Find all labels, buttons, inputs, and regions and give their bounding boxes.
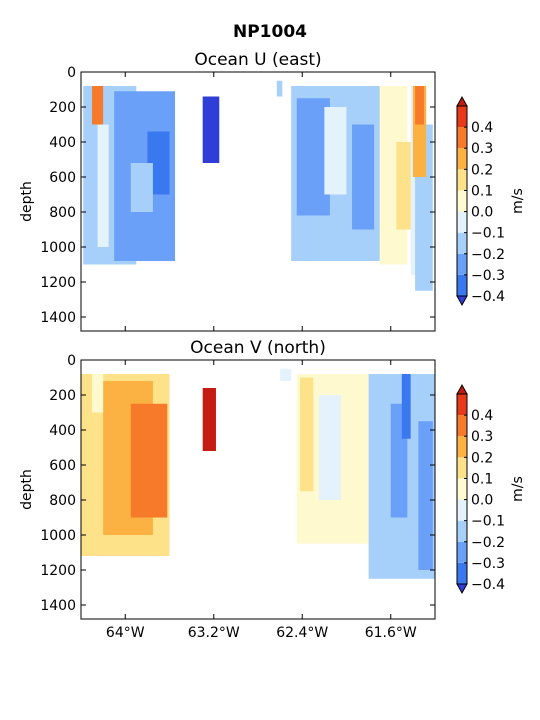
colorbar: −0.4 −0.3 −0.2 −0.1 0.0 0.1 0.2 0.3 0.4 m/s bbox=[456, 95, 526, 307]
colorbar-segment bbox=[457, 394, 467, 416]
colorbar-segment bbox=[457, 106, 467, 128]
colorbar-segment bbox=[457, 211, 467, 233]
data-region bbox=[318, 395, 341, 500]
colorbar-tick-label: −0.4 bbox=[471, 289, 505, 305]
colorbar-tick-label: 0.3 bbox=[471, 429, 493, 445]
colorbar-label: m/s bbox=[510, 188, 526, 214]
colorbar-extend-low bbox=[456, 583, 468, 595]
colorbar-tick-label: −0.2 bbox=[471, 247, 505, 263]
data-region bbox=[396, 142, 416, 230]
y-tick-label: 600 bbox=[49, 170, 76, 186]
figure-title: NP1004 bbox=[233, 22, 307, 42]
colorbar-tick-label: 0.1 bbox=[471, 183, 493, 199]
colorbar-segment bbox=[457, 541, 467, 563]
colorbar-segment bbox=[457, 253, 467, 275]
data-region bbox=[324, 107, 347, 195]
panel-title: Ocean V (north) bbox=[190, 338, 326, 358]
colorbar-segment bbox=[457, 415, 467, 437]
data-region bbox=[202, 388, 216, 451]
y-tick-label: 1400 bbox=[40, 310, 76, 326]
colorbar-tick-label: 0.0 bbox=[471, 205, 493, 221]
colorbar-tick-label: −0.1 bbox=[471, 514, 505, 530]
data-region bbox=[300, 377, 314, 492]
colorbar-segment bbox=[457, 520, 467, 542]
colorbar-segment bbox=[457, 436, 467, 458]
colorbar-segment bbox=[457, 190, 467, 212]
panel-ocean-u: Ocean U (east) 0 200 400 600 800 1000 1200 1400 d… bbox=[19, 50, 526, 332]
y-tick-label: 1400 bbox=[40, 598, 76, 614]
colorbar-tick-label: 0.2 bbox=[471, 162, 493, 178]
data-region bbox=[418, 421, 433, 570]
y-tick-label: 1200 bbox=[40, 275, 76, 291]
plot-frame bbox=[80, 71, 436, 332]
data-region bbox=[276, 80, 283, 97]
y-tick-label: 1000 bbox=[40, 528, 76, 544]
y-tick-label: 200 bbox=[49, 388, 76, 404]
colorbar-segment bbox=[457, 457, 467, 479]
colorbar-tick-label: 0.4 bbox=[471, 120, 493, 136]
colorbar-tick-label: 0.1 bbox=[471, 471, 493, 487]
colorbar-segment bbox=[457, 478, 467, 500]
data-region bbox=[92, 374, 104, 413]
data-region bbox=[130, 163, 153, 212]
y-axis-label: depth bbox=[19, 181, 35, 222]
colorbar: −0.4 −0.3 −0.2 −0.1 0.0 0.1 0.2 0.3 0.4 m/s bbox=[456, 383, 526, 595]
colorbar-tick-label: 0.4 bbox=[471, 408, 493, 424]
y-tick-label: 0 bbox=[67, 65, 76, 81]
colorbar-extend-low bbox=[456, 295, 468, 307]
x-tick-label: 63.2°W bbox=[188, 625, 240, 641]
data-region bbox=[130, 403, 168, 518]
y-tick-label: 0 bbox=[67, 353, 76, 369]
colorbar-segment bbox=[457, 148, 467, 170]
data-region bbox=[149, 461, 159, 483]
data-region bbox=[415, 86, 424, 125]
y-tick-label: 400 bbox=[49, 423, 76, 439]
y-tick-label: 800 bbox=[49, 493, 76, 509]
x-tick-label: 64°W bbox=[106, 625, 145, 641]
colorbar-segment bbox=[457, 274, 467, 296]
colorbar-tick-label: 0.3 bbox=[471, 141, 493, 157]
colorbar-segment bbox=[457, 169, 467, 191]
panel-ocean-v: Ocean V (north) 0 200 400 600 800 1000 1200 1400… bbox=[19, 338, 526, 641]
colorbar-tick-label: −0.1 bbox=[471, 226, 505, 242]
data-region bbox=[280, 368, 292, 381]
y-tick-label: 600 bbox=[49, 458, 76, 474]
data-region bbox=[97, 124, 109, 247]
y-tick-label: 1200 bbox=[40, 563, 76, 579]
plot-frame bbox=[80, 359, 436, 620]
y-tick-label: 1000 bbox=[40, 240, 76, 256]
colorbar-frame bbox=[456, 105, 468, 297]
y-tick-label: 200 bbox=[49, 100, 76, 116]
colorbar-frame bbox=[456, 393, 468, 585]
colorbar-extend-high bbox=[456, 383, 468, 395]
data-region bbox=[202, 96, 220, 163]
colorbar-tick-label: −0.2 bbox=[471, 535, 505, 551]
y-axis-label: depth bbox=[19, 469, 35, 510]
colorbar-segment bbox=[457, 232, 467, 254]
y-tick-label: 800 bbox=[49, 205, 76, 221]
data-regions bbox=[81, 368, 435, 579]
colorbar-tick-label: −0.4 bbox=[471, 577, 505, 593]
y-tick-label: 400 bbox=[49, 135, 76, 151]
panel-title: Ocean U (east) bbox=[194, 50, 321, 70]
data-region bbox=[92, 86, 104, 125]
data-region bbox=[401, 374, 411, 439]
x-tick-label: 61.6°W bbox=[365, 625, 417, 641]
colorbar-tick-label: 0.0 bbox=[471, 493, 493, 509]
colorbar-segment bbox=[457, 562, 467, 584]
colorbar-extend-high bbox=[456, 95, 468, 107]
colorbar-tick-label: −0.3 bbox=[471, 268, 505, 284]
colorbar-segment bbox=[457, 127, 467, 149]
x-tick-label: 62.4°W bbox=[276, 625, 328, 641]
colorbar-label: m/s bbox=[510, 476, 526, 502]
colorbar-tick-label: −0.3 bbox=[471, 556, 505, 572]
colorbar-segment bbox=[457, 499, 467, 521]
data-regions bbox=[83, 80, 433, 291]
data-region bbox=[352, 124, 375, 230]
colorbar-tick-label: 0.2 bbox=[471, 450, 493, 466]
